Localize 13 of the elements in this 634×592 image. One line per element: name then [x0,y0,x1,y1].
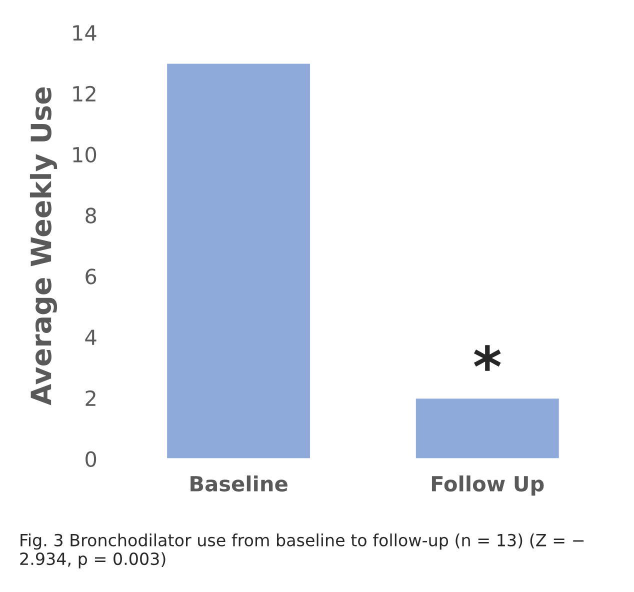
y-tick-label: 6 [86,268,96,284]
caption: Fig. 3 Bronchodilator use from baseline to follow-up (n = 13) (Z = − 2.934, p = 0.003) [20,534,584,568]
y-tick-label: 12 [73,86,96,102]
y-tick-label: 8 [86,208,96,224]
y-tick-label: 2 [86,390,96,406]
y-tick-label: 4 [85,330,96,345]
y-tick-label: 14 [73,25,96,40]
x-tick-label: Follow Up [432,475,544,496]
y-tick-label: 0 [86,451,96,468]
annotation: * [474,345,501,371]
y-axis-title: Average Weekly Use [30,87,58,406]
x-tick-label: Baseline [190,475,288,492]
y-tick-label: 10 [73,146,96,163]
